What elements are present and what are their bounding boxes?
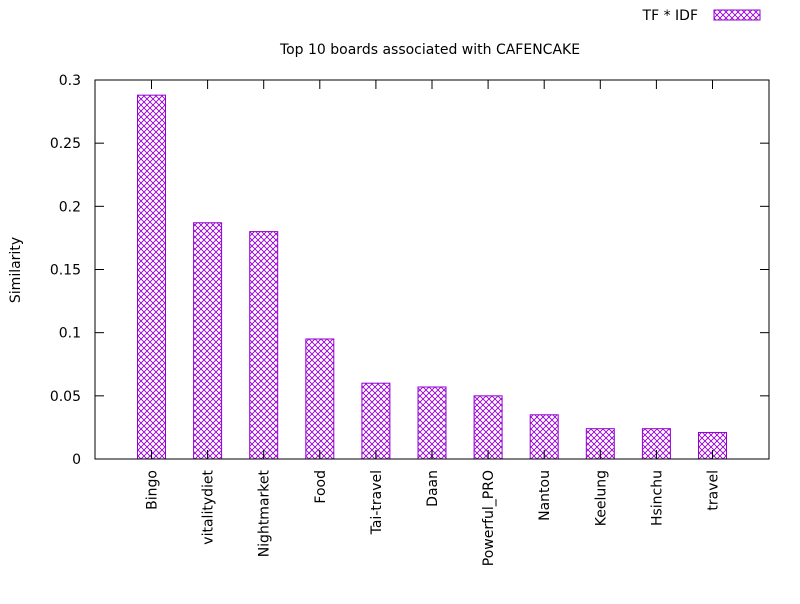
y-tick-label: 0.05 [50, 389, 81, 405]
x-tick-label: Keelung [593, 470, 609, 526]
plot-area: 0 0.05 0.1 0.15 0.2 0.25 0.3 Bingo vitalitydiet N… [50, 73, 770, 566]
bar [361, 382, 391, 460]
y-tick-label: 0.1 [59, 326, 81, 342]
bar [193, 222, 223, 460]
y-axis-label: Similarity [8, 237, 24, 303]
x-tick-label: Nightmarket [257, 469, 273, 557]
bar [137, 94, 166, 460]
plot-frame [94, 79, 770, 460]
y-tick-label: 0.2 [59, 199, 81, 215]
legend-label: TF * IDF [642, 8, 698, 24]
bar [249, 231, 279, 460]
y-tick-label: 0.15 [50, 263, 81, 279]
x-tick-label: Nantou [537, 470, 553, 521]
x-tick-label: Food [313, 470, 329, 504]
x-tick-label: Daan [425, 470, 441, 507]
legend: TF * IDF [642, 8, 761, 24]
y-tick-label: 0.25 [50, 136, 81, 152]
x-tick-label: Tai-travel [369, 470, 385, 535]
bar [698, 431, 727, 460]
chart-title: Top 10 boards associated with CAFENCAKE [279, 42, 580, 58]
x-tick-label: Bingo [145, 470, 161, 510]
bar [417, 386, 447, 460]
y-tick-label: 0.3 [59, 73, 81, 89]
bar [473, 395, 503, 460]
x-tick-label: vitalitydiet [201, 470, 217, 545]
legend-swatch [713, 9, 761, 21]
x-tick-label: travel [706, 470, 722, 511]
y-tick-label: 0 [72, 452, 81, 468]
x-tick-label: Hsinchu [649, 470, 665, 526]
x-tick-label: Powerful_PRO [481, 470, 497, 566]
bar [305, 338, 335, 460]
